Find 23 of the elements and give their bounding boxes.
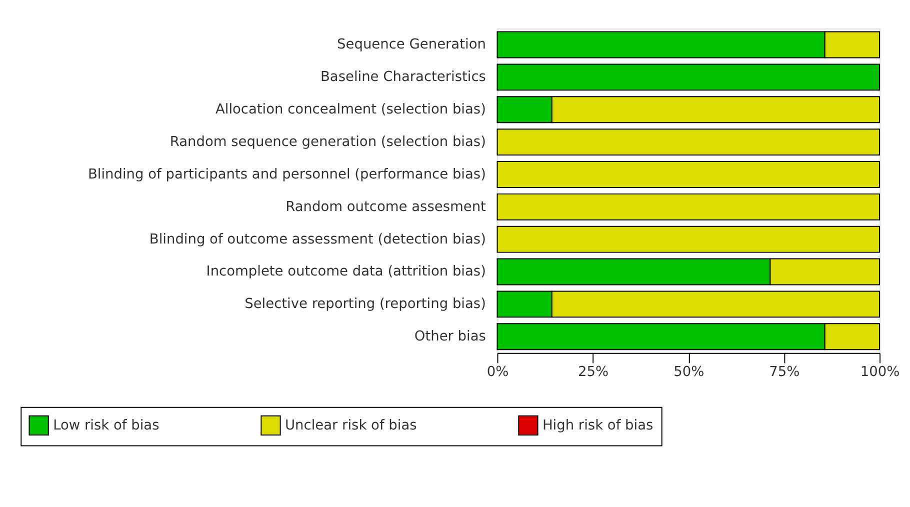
y-tick-label: Allocation concealment (selection bias) — [215, 102, 486, 118]
legend-label: Low risk of bias — [53, 417, 160, 434]
y-tick-label: Random sequence generation (selection bias) — [170, 134, 486, 150]
y-tick-label: Selective reporting (reporting bias) — [244, 296, 486, 312]
legend-label: Unclear risk of bias — [284, 417, 417, 434]
x-tick-label: 0% — [486, 364, 509, 380]
x-tick-label: 25% — [578, 364, 609, 380]
bar — [496, 128, 880, 156]
y-tick-label: Incomplete outcome data (attrition bias) — [206, 264, 486, 280]
y-tick-label: Other bias — [414, 328, 486, 345]
x-tick-label: 75% — [769, 364, 800, 380]
bar — [496, 161, 880, 188]
legend-label: High risk of bias — [542, 417, 654, 434]
bar — [496, 64, 880, 91]
x-tick-label: 50% — [674, 364, 704, 380]
y-tick-label: Baseline Characteristics — [320, 69, 486, 86]
y-tick-label: Random outcome assesment — [286, 198, 487, 215]
y-tick-label: Blinding of participants and personnel (performance bias) — [88, 166, 486, 182]
y-tick-label: Blinding of outcome assessment (detection bias) — [149, 231, 486, 248]
bar — [496, 193, 880, 220]
y-tick-label: Sequence Generation — [337, 36, 486, 53]
bar — [496, 226, 880, 253]
x-tick-label: 100% — [860, 364, 900, 380]
